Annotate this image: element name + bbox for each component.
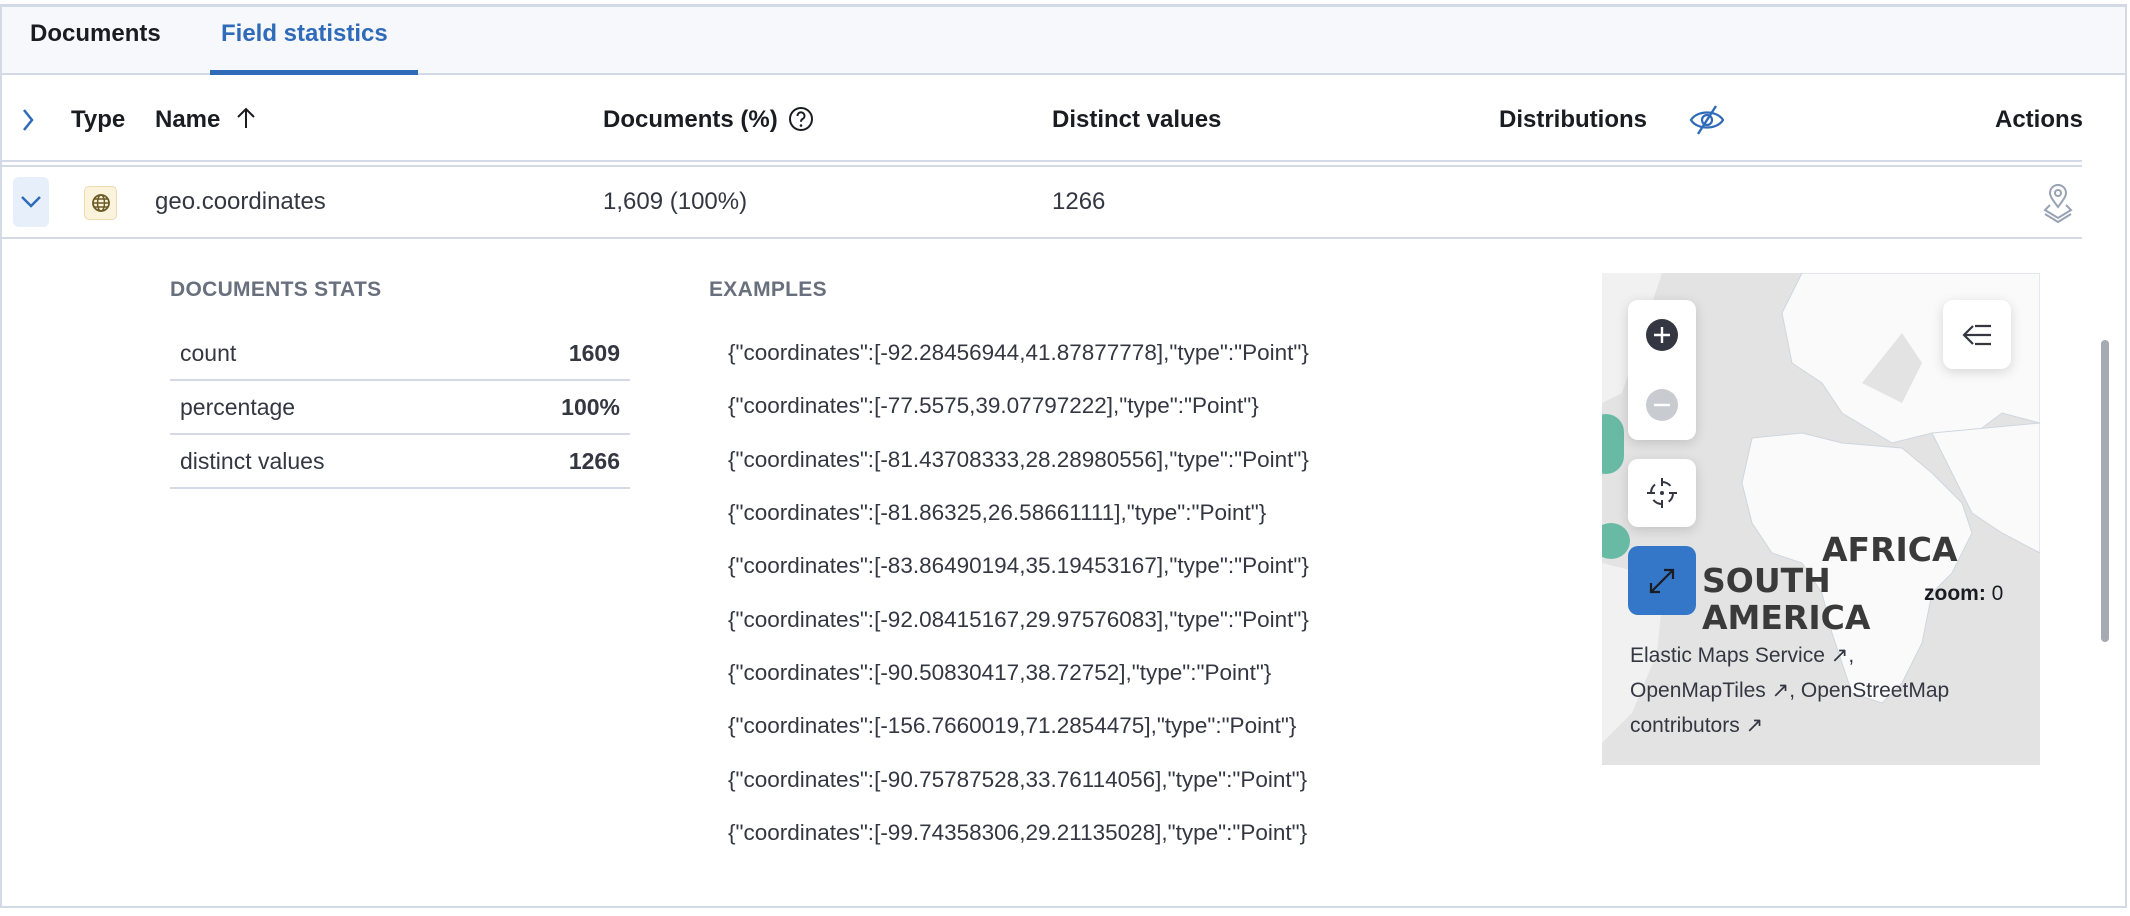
- name-header-label: Name: [155, 106, 221, 133]
- attribution-line-1: Elastic Maps Service ↗,: [1630, 644, 1855, 667]
- stat-label: distinct values: [180, 448, 325, 474]
- stat-value: 1266: [568, 448, 620, 474]
- stat-label: percentage: [180, 394, 296, 420]
- legend-toggle-button[interactable]: [1943, 300, 2011, 369]
- attribution-ems-link[interactable]: Elastic Maps Service: [1630, 644, 1825, 667]
- stat-row-percentage: percentage 100%: [170, 381, 630, 435]
- map-label-south: SOUTH: [1702, 561, 1831, 600]
- external-link-icon: ↗: [1745, 714, 1764, 737]
- field-distinct-values: 1266: [1052, 188, 1106, 215]
- documents-stats-title: DOCUMENTS STATS: [170, 278, 382, 301]
- zoom-value: 0: [1991, 582, 2004, 605]
- sort-ascending-icon: [237, 107, 255, 128]
- row-divider: [2, 237, 2082, 239]
- column-header-distinct-values[interactable]: Distinct values: [1052, 106, 1222, 133]
- zoom-controls: [1628, 300, 1696, 440]
- collapse-row-button[interactable]: [13, 177, 49, 227]
- example-value: {"coordinates":[-92.08415167,29.97576083…: [728, 607, 1309, 632]
- eye-closed-icon[interactable]: [1688, 104, 1726, 141]
- column-header-distributions: Distributions: [1499, 106, 1647, 133]
- examples-title: EXAMPLES: [709, 278, 827, 301]
- tab-documents[interactable]: Documents: [30, 20, 161, 47]
- example-value: {"coordinates":[-90.75787528,33.76114056…: [728, 767, 1308, 792]
- explore-in-maps-icon[interactable]: [2043, 183, 2073, 228]
- stat-row-count: count 1609: [170, 327, 630, 381]
- column-header-actions: Actions: [1994, 106, 2083, 133]
- map-label-america: AMERICA: [1702, 598, 1871, 637]
- attribution-line-3: contributors ↗: [1630, 713, 1763, 739]
- chevron-down-icon: [21, 196, 41, 208]
- documents-header-label: Documents (%): [603, 106, 778, 133]
- example-value: {"coordinates":[-83.86490194,35.19453167…: [728, 553, 1309, 578]
- column-header-type[interactable]: Type: [71, 106, 126, 133]
- tab-bar: [2, 7, 2125, 75]
- column-header-documents[interactable]: Documents (%): [603, 106, 814, 134]
- expand-icon: [1649, 568, 1675, 593]
- column-header-name[interactable]: Name: [155, 106, 257, 134]
- example-value: {"coordinates":[-90.50830417,38.72752],"…: [728, 660, 1272, 685]
- zoom-level: zoom: 0: [1924, 581, 2003, 607]
- header-divider-2: [2, 165, 2082, 167]
- example-value: {"coordinates":[-156.7660019,71.2854475]…: [728, 713, 1297, 738]
- stat-value: 1609: [568, 340, 620, 366]
- attribution-osm-link[interactable]: OpenStreetMap: [1800, 679, 1950, 702]
- example-value: {"coordinates":[-81.43708333,28.28980556…: [728, 447, 1309, 472]
- menu-left-icon: [1962, 324, 1991, 345]
- example-value: {"coordinates":[-99.74358306,29.21135028…: [728, 820, 1308, 845]
- zoom-out-icon[interactable]: [1646, 389, 1678, 421]
- tab-field-statistics[interactable]: Field statistics: [221, 20, 388, 47]
- zoom-in-icon[interactable]: [1646, 319, 1678, 351]
- stat-value: 100%: [561, 394, 620, 420]
- example-value: {"coordinates":[-77.5575,39.07797222],"t…: [728, 393, 1259, 418]
- field-name: geo.coordinates: [155, 188, 326, 215]
- map-view[interactable]: AFRICA SOUTH AMERICA zoom: 0 Elastic Map…: [1602, 273, 2040, 765]
- help-icon[interactable]: [788, 106, 814, 132]
- attribution-omt-link[interactable]: OpenMapTiles: [1630, 679, 1766, 702]
- crosshair-icon: [1647, 478, 1677, 508]
- geo-point-icon: [84, 186, 117, 220]
- attribution-osm-contributors[interactable]: contributors: [1630, 714, 1740, 737]
- external-link-icon: ↗: [1830, 644, 1849, 667]
- vertical-scrollbar[interactable]: [2101, 340, 2109, 642]
- reset-view-button[interactable]: [1628, 459, 1696, 527]
- fullscreen-button[interactable]: [1628, 546, 1696, 615]
- external-link-icon: ↗: [1771, 679, 1790, 702]
- map-point-cluster: [1602, 414, 1624, 474]
- example-value: {"coordinates":[-81.86325,26.58661111],"…: [728, 500, 1267, 525]
- active-tab-indicator: [210, 70, 418, 75]
- stat-label: count: [180, 340, 237, 366]
- attribution-line-2: OpenMapTiles ↗, OpenStreetMap: [1630, 679, 1950, 702]
- header-divider: [2, 160, 2082, 162]
- stat-row-distinct-values: distinct values 1266: [170, 435, 630, 489]
- map-label-africa: AFRICA: [1822, 530, 1958, 569]
- field-documents-count: 1,609 (100%): [603, 188, 748, 215]
- example-value: {"coordinates":[-92.28456944,41.87877778…: [728, 340, 1309, 365]
- zoom-label: zoom:: [1924, 582, 1986, 605]
- field-statistics-panel: [0, 4, 2127, 908]
- expand-all-chevron-icon[interactable]: [20, 107, 36, 138]
